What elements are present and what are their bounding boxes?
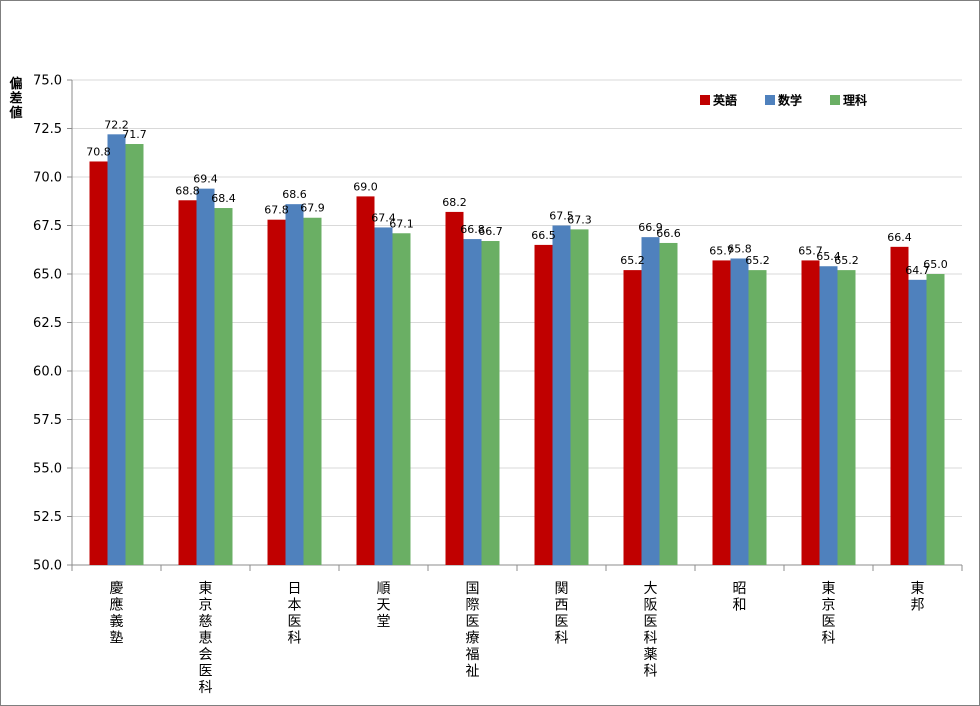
data-label: 66.8	[460, 223, 485, 236]
y-tick-label: 57.5	[33, 413, 62, 428]
bar	[926, 274, 945, 565]
data-label: 67.5	[549, 210, 574, 223]
y-tick-label: 75.0	[33, 74, 62, 89]
legend: 英語 数学 理科	[700, 93, 867, 108]
x-category-label: 東京医科	[822, 581, 836, 647]
data-label: 65.2	[745, 254, 770, 267]
y-tick-label: 70.0	[33, 171, 62, 186]
data-label: 67.3	[567, 213, 592, 226]
bar	[374, 227, 393, 565]
data-label: 65.2	[834, 254, 859, 267]
data-labels: 70.8 72.271.7 68.869.4 68.4 67.8 68.667.9 69.0…	[86, 118, 948, 277]
bar	[570, 229, 589, 565]
data-label: 66.9	[638, 221, 663, 234]
x-category-label: 東邦	[911, 581, 925, 614]
x-category-label: 大阪医科薬科	[644, 581, 658, 680]
legend-swatch	[765, 95, 775, 105]
data-label: 65.7	[798, 244, 823, 257]
legend-label: 数学	[778, 93, 802, 108]
y-axis-label: 偏差値	[8, 76, 22, 121]
data-label: 65.2	[620, 254, 645, 267]
data-label: 65.7	[709, 244, 734, 257]
bar	[196, 188, 215, 565]
x-category-label: 順天堂	[377, 581, 391, 630]
data-label: 71.7	[122, 128, 147, 141]
bar	[890, 246, 909, 565]
data-label: 64.7	[905, 264, 930, 277]
bar	[178, 200, 197, 565]
y-tick-label: 67.5	[33, 219, 62, 234]
y-tick-label: 65.0	[33, 268, 62, 283]
bar	[534, 244, 553, 565]
bar	[463, 239, 482, 565]
y-axis-title: 偏差値	[8, 76, 22, 121]
bar	[125, 144, 144, 565]
data-label: 66.4	[887, 231, 912, 244]
y-tick-label: 55.0	[33, 462, 62, 477]
data-label: 69.4	[193, 173, 218, 186]
bar	[801, 260, 820, 565]
bar	[107, 134, 126, 565]
bar	[659, 242, 678, 565]
legend-label: 理科	[843, 93, 867, 108]
y-tick-label: 62.5	[33, 316, 62, 331]
bar	[837, 270, 856, 565]
data-label: 67.1	[389, 217, 414, 230]
bar	[641, 237, 660, 565]
bar	[748, 270, 767, 565]
bar	[392, 233, 411, 565]
data-label: 65.0	[923, 258, 948, 271]
bars	[89, 134, 945, 566]
data-label: 69.0	[353, 180, 378, 193]
y-tick-label: 52.5	[33, 510, 62, 525]
x-category-label: 関西医科	[555, 581, 569, 647]
x-category-label: 昭和	[733, 581, 747, 614]
y-tick-label: 72.5	[33, 122, 62, 137]
data-label: 68.2	[442, 196, 467, 209]
y-axis-ticks: 50.0 52.5 55.0 57.5 60.0 62.5 65.0 67.5 70.0 72.5…	[33, 74, 62, 574]
bar	[552, 225, 571, 565]
legend-swatch	[830, 95, 840, 105]
bar	[267, 219, 286, 565]
bar	[730, 258, 749, 565]
bar	[89, 161, 108, 566]
x-category-label: 慶應義塾	[110, 581, 124, 647]
y-tick-label: 50.0	[33, 559, 62, 574]
bar	[908, 279, 927, 565]
data-label: 65.4	[816, 250, 841, 263]
legend-swatch	[700, 95, 710, 105]
bar	[712, 260, 731, 565]
bar	[445, 211, 464, 566]
legend-label: 英語	[713, 93, 737, 108]
x-axis-categories: 慶應義塾 東京慈恵会医科 日本医科 順天堂 国際医療福祉 関西医科 大阪医科薬科 昭和 東京医科…	[110, 581, 925, 696]
data-label: 68.4	[211, 192, 236, 205]
data-label: 67.8	[264, 204, 289, 217]
y-tick-label: 60.0	[33, 365, 62, 380]
bar	[303, 217, 322, 566]
bar	[356, 196, 375, 565]
data-label: 66.6	[656, 227, 681, 240]
x-category-label: 東京慈恵会医科	[199, 581, 213, 696]
bar	[214, 208, 233, 566]
x-category-label: 国際医療福祉	[466, 581, 480, 680]
data-label: 72.2	[104, 118, 129, 131]
bar	[481, 241, 500, 565]
bar	[819, 266, 838, 565]
x-category-label: 日本医科	[288, 581, 302, 647]
bar	[623, 270, 642, 565]
data-label: 68.6	[282, 188, 307, 201]
data-label: 68.8	[175, 184, 200, 197]
data-label: 67.9	[300, 202, 325, 215]
data-label: 70.8	[86, 145, 111, 158]
bar	[285, 204, 304, 565]
data-label: 67.4	[371, 211, 396, 224]
data-label: 66.7	[478, 225, 503, 238]
data-label: 66.5	[531, 229, 556, 242]
data-label: 65.8	[727, 242, 752, 255]
